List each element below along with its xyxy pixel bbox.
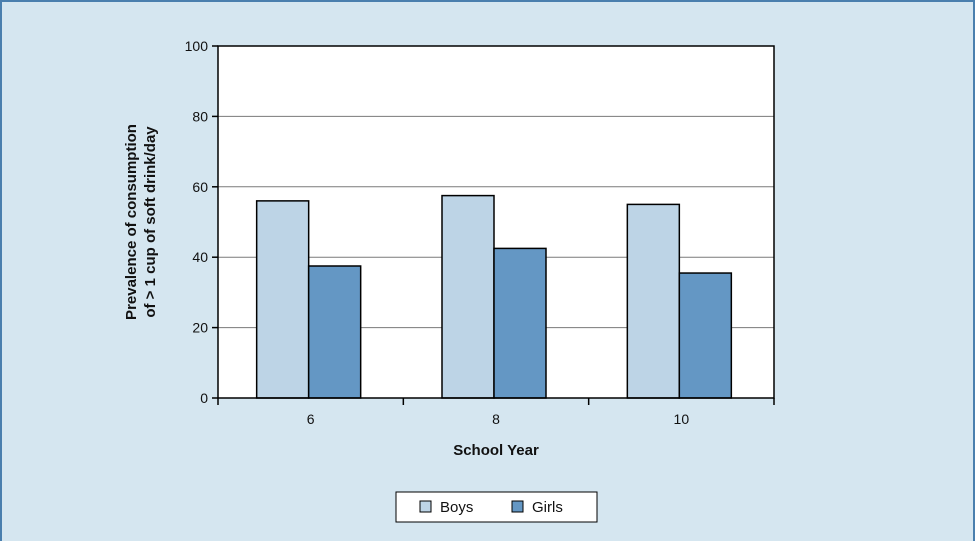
bar-girls-6 <box>307 265 362 399</box>
x-tick-label-8: 8 <box>492 411 500 427</box>
x-ticks: 6 8 10 <box>217 398 775 427</box>
legend-swatch-boys <box>419 500 432 513</box>
y-axis-title: Prevalence of consumption of > 1 cup of … <box>123 124 159 320</box>
bar-girls-10 <box>678 272 733 399</box>
y-ticks: 0 20 40 60 80 100 <box>185 38 218 406</box>
x-tick-label-6: 6 <box>307 411 315 427</box>
y-axis-title-line-2: of > 1 cup of soft drink/day <box>142 126 159 318</box>
y-tick-label-5: 100 <box>185 38 209 54</box>
bar-boys-6 <box>255 200 310 399</box>
y-axis-title-line-1: Prevalence of consumption <box>123 124 140 320</box>
bars <box>255 194 733 399</box>
legend-label-girls: Girls <box>532 499 563 516</box>
bar-boys-10 <box>626 203 681 399</box>
x-tick-label-10: 10 <box>674 411 690 427</box>
legend-label-boys: Boys <box>440 499 473 516</box>
bar-girls-8 <box>493 247 547 399</box>
plot-frame <box>217 45 775 399</box>
y-tick-label-2: 40 <box>192 249 208 265</box>
y-tick-label-3: 60 <box>192 179 208 195</box>
x-axis-title: School Year <box>453 442 539 459</box>
y-tick-label-1: 20 <box>192 320 208 336</box>
legend-swatch-girls <box>511 500 524 513</box>
y-tick-label-4: 80 <box>192 108 208 124</box>
axes <box>217 45 775 399</box>
y-tick-label-0: 0 <box>200 390 208 406</box>
legend: Boys Girls <box>395 491 598 523</box>
bar-boys-8 <box>441 194 495 399</box>
